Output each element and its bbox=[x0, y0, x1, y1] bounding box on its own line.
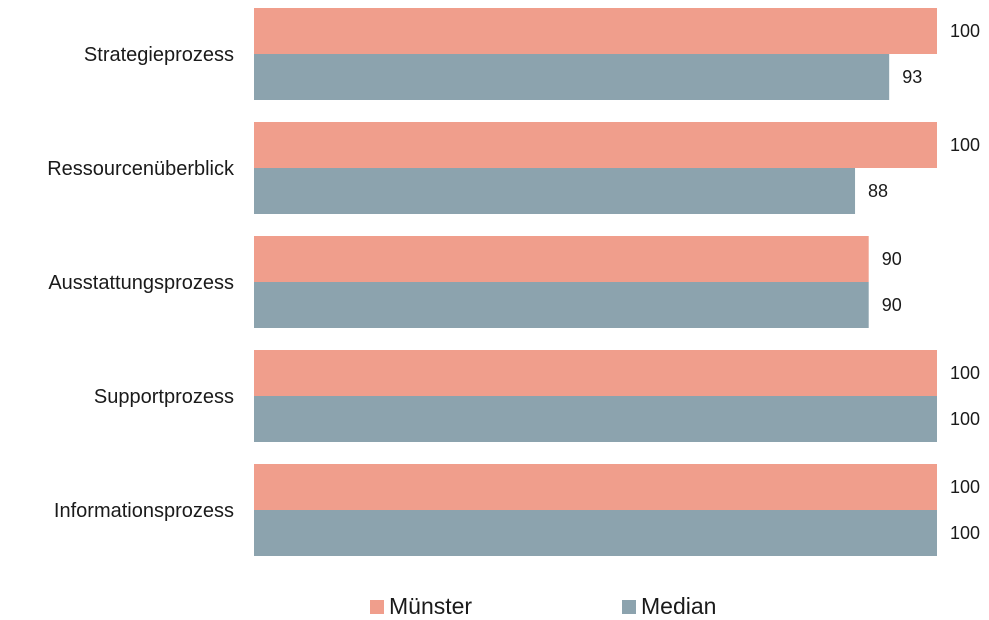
value-label-muenster-informationsprozess: 100 bbox=[950, 477, 980, 497]
value-label-median-supportprozess: 100 bbox=[950, 409, 980, 429]
bar-muenster-informationsprozess bbox=[254, 464, 937, 510]
category-label-strategieprozess: Strategieprozess bbox=[84, 44, 234, 66]
category-labels: Strategieprozess Ressourcenüberblick Ausst… bbox=[47, 44, 235, 522]
legend-swatch-munster bbox=[370, 599, 384, 614]
legend-label-median: Median bbox=[641, 593, 717, 619]
value-label-muenster-supportprozess: 100 bbox=[950, 363, 980, 383]
category-label-ressourcenueberblick: Ressourcenüberblick bbox=[47, 158, 235, 180]
category-label-informationsprozess: Informationsprozess bbox=[54, 500, 234, 522]
legend: Münster Median bbox=[0, 590, 989, 619]
bars bbox=[254, 8, 937, 556]
legend-item-median: Median bbox=[622, 593, 716, 620]
bar-muenster-ressourcenueberblick bbox=[254, 122, 937, 168]
value-label-median-strategieprozess: 93 bbox=[902, 67, 922, 87]
bar-median-ressourcenueberblick bbox=[254, 168, 856, 214]
bar-muenster-supportprozess bbox=[254, 350, 937, 396]
value-label-muenster-ressourcenueberblick: 100 bbox=[950, 135, 980, 155]
value-label-median-ressourcenueberblick: 88 bbox=[868, 181, 888, 201]
value-label-muenster-ausstattungsprozess: 90 bbox=[882, 249, 902, 269]
value-labels: 100 93 100 88 90 90 100 100 100 100 bbox=[868, 21, 980, 543]
bar-median-informationsprozess bbox=[254, 510, 937, 556]
legend-item-munster: Münster bbox=[370, 593, 472, 620]
bar-muenster-strategieprozess bbox=[254, 8, 937, 54]
bar-muenster-ausstattungsprozess bbox=[254, 236, 869, 282]
bar-median-supportprozess bbox=[254, 396, 937, 442]
category-label-ausstattungsprozess: Ausstattungsprozess bbox=[48, 272, 234, 294]
category-label-supportprozess: Supportprozess bbox=[94, 386, 234, 408]
legend-label-munster: Münster bbox=[389, 593, 473, 619]
legend-swatch-median bbox=[622, 599, 636, 614]
value-label-muenster-strategieprozess: 100 bbox=[950, 21, 980, 41]
value-label-median-ausstattungsprozess: 90 bbox=[882, 295, 902, 315]
value-label-median-informationsprozess: 100 bbox=[950, 523, 980, 543]
bar-median-strategieprozess bbox=[254, 54, 890, 100]
bar-median-ausstattungsprozess bbox=[254, 282, 869, 328]
